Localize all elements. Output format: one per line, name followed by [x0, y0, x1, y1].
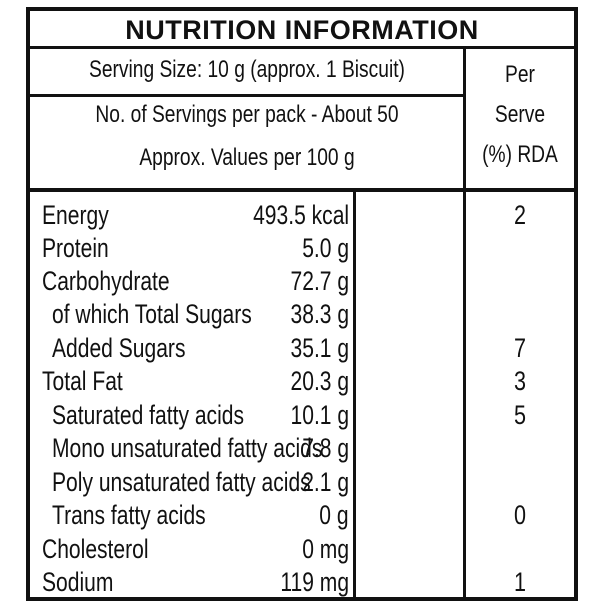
table-row: Trans fatty acids 0 g 0	[30, 498, 574, 532]
table-row: Mono unsaturated fatty acids 7.8 g	[30, 431, 574, 465]
serving-size: Serving Size: 10 g (approx. 1 Biscuit)	[89, 56, 405, 83]
table-row: Total Fat 20.3 g 3	[30, 364, 574, 398]
nutrient-label: Poly unsaturated fatty acids	[52, 467, 311, 497]
nutrient-label: Protein	[42, 233, 109, 263]
table-row: Carbohydrate 72.7 g	[30, 264, 574, 298]
nutrient-label: Total Fat	[42, 366, 123, 396]
nutrient-label: Added Sugars	[52, 333, 186, 363]
nutrient-label: of which Total Sugars	[52, 299, 252, 329]
nutrient-label: Energy	[42, 200, 109, 230]
nutrient-value: 0 g	[319, 500, 349, 530]
rda-column-divider	[463, 192, 466, 601]
approx-values-heading: Approx. Values per 100 g	[139, 144, 355, 171]
value-column-divider	[353, 192, 356, 601]
panel-title: NUTRITION INFORMATION	[30, 11, 574, 49]
nutrient-value: 72.7 g	[290, 266, 349, 296]
nutrient-label: Saturated fatty acids	[52, 400, 244, 430]
nutrient-rda: 0	[513, 500, 527, 530]
nutrient-label: Sodium	[42, 567, 114, 597]
table-row: of which Total Sugars 38.3 g	[30, 297, 574, 331]
nutrition-panel: NUTRITION INFORMATION Serving Size: 10 g…	[26, 7, 578, 601]
rda-heading-line-1: Per	[505, 61, 535, 88]
nutrient-value: 38.3 g	[290, 299, 349, 329]
nutrient-rda: 5	[513, 400, 527, 430]
nutrient-value: 2.1 g	[302, 467, 349, 497]
rda-heading-line-3: (%) RDA	[482, 141, 558, 168]
servings-per-pack: No. of Servings per pack - About 50	[95, 101, 399, 128]
table-row: Protein 5.0 g	[30, 231, 574, 265]
nutrient-label: Trans fatty acids	[52, 500, 206, 530]
nutrient-value: 119 mg	[280, 567, 349, 597]
nutrient-value: 0 mg	[302, 534, 349, 564]
nutrient-value: 5.0 g	[302, 233, 349, 263]
nutrient-label: Carbohydrate	[42, 266, 170, 296]
nutrient-value: 10.1 g	[290, 400, 349, 430]
table-row: Poly unsaturated fatty acids 2.1 g	[30, 465, 574, 499]
table-header-divider	[30, 188, 574, 192]
header-divider	[30, 94, 464, 97]
table-row: Added Sugars 35.1 g 7	[30, 331, 574, 365]
table-row: Energy 493.5 kcal 2	[30, 198, 574, 232]
nutrient-value: 20.3 g	[290, 366, 349, 396]
rda-heading-line-2: Serve	[494, 101, 546, 128]
nutrient-label: Mono unsaturated fatty acids	[52, 433, 323, 463]
nutrient-rda: 7	[513, 333, 527, 363]
table-row: Saturated fatty acids 10.1 g 5	[30, 398, 574, 432]
table-row: Sodium 119 mg 1	[30, 565, 574, 599]
header-column-divider	[463, 49, 466, 189]
nutrient-rda: 3	[513, 366, 527, 396]
nutrient-label: Cholesterol	[42, 534, 149, 564]
nutrient-value: 7.8 g	[302, 433, 349, 463]
table-row: Cholesterol 0 mg	[30, 532, 574, 566]
nutrient-value: 35.1 g	[290, 333, 349, 363]
nutrient-rda: 1	[513, 567, 527, 597]
nutrient-value: 493.5 kcal	[252, 200, 349, 230]
rda-column-heading: Per Serve (%) RDA	[477, 55, 563, 175]
nutrient-rda: 2	[513, 200, 527, 230]
